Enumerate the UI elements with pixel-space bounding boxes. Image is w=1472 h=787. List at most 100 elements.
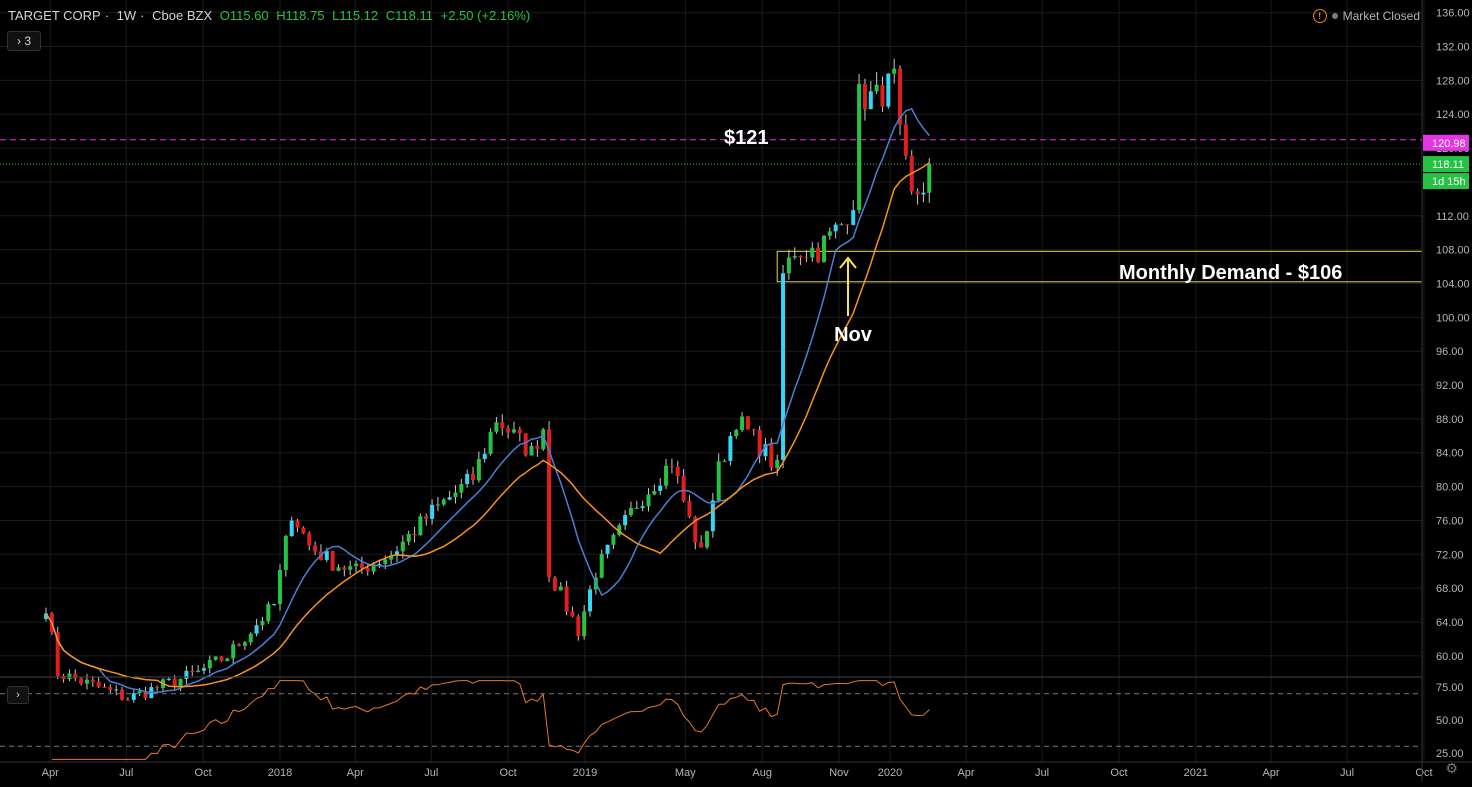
- candle: [892, 58, 897, 84]
- candle-body: [336, 567, 341, 571]
- candle: [634, 500, 639, 509]
- candle-body: [301, 527, 306, 534]
- candle-body: [131, 693, 136, 700]
- candle: [862, 78, 867, 121]
- candle: [248, 632, 253, 646]
- candle-body: [821, 235, 826, 262]
- candle-body: [862, 83, 867, 110]
- candle: [734, 428, 739, 439]
- x-tick-label: Nov: [829, 767, 849, 779]
- candle: [547, 421, 552, 583]
- candle: [763, 437, 768, 461]
- y-tick-label: 108.00: [1436, 245, 1470, 257]
- market-status[interactable]: ! Market Closed: [1312, 9, 1420, 23]
- gear-icon[interactable]: ⚙: [1445, 760, 1458, 776]
- candles: [44, 58, 932, 703]
- candle-body: [219, 656, 224, 662]
- candle-body: [728, 436, 733, 461]
- level-price-badge-bg: [1423, 134, 1469, 151]
- candle-body: [623, 515, 628, 526]
- candle-body: [207, 659, 212, 669]
- candle-body: [447, 497, 452, 500]
- candle: [406, 530, 411, 546]
- candle-body: [354, 563, 359, 567]
- candle: [219, 655, 224, 662]
- candle: [558, 582, 563, 591]
- candle-body: [260, 621, 265, 626]
- candle: [599, 549, 604, 579]
- candle: [342, 565, 347, 577]
- rsi-expand-button[interactable]: ›: [7, 686, 29, 704]
- chevron-right-icon: ›: [16, 689, 20, 701]
- candle-body: [699, 542, 704, 548]
- candle-body: [570, 611, 575, 617]
- candle-body: [400, 541, 405, 552]
- candle-body: [61, 675, 66, 680]
- candle-body: [137, 691, 142, 694]
- candle-body: [242, 642, 247, 646]
- candle-body: [675, 466, 680, 477]
- candle-body: [155, 687, 160, 689]
- candle-body: [371, 564, 376, 572]
- candle-body: [786, 257, 791, 274]
- candle-body: [482, 453, 487, 459]
- candle: [125, 697, 130, 701]
- candle: [786, 249, 791, 280]
- candle-body: [816, 247, 821, 262]
- candle-body: [552, 577, 557, 591]
- candle: [652, 484, 657, 496]
- candle: [529, 442, 534, 456]
- chevron-right-icon: ›: [16, 34, 21, 48]
- candle-body: [903, 124, 908, 156]
- candle: [166, 677, 171, 681]
- candle-body: [453, 492, 458, 498]
- candle-body: [845, 224, 850, 226]
- candle: [868, 81, 873, 110]
- candle: [237, 643, 242, 647]
- candle: [792, 247, 797, 260]
- candle: [430, 499, 435, 525]
- candle-body: [710, 500, 715, 532]
- ohlc-open: O115.60: [219, 8, 269, 23]
- candle: [523, 433, 528, 457]
- candle: [336, 564, 341, 572]
- interval[interactable]: 1W: [116, 8, 137, 23]
- x-tick-label: Apr: [1262, 767, 1279, 779]
- y-tick-label: 80.00: [1436, 482, 1464, 494]
- symbol-header: TARGET CORP · 1W · Cboe BZX O115.60 H118.7…: [8, 8, 531, 23]
- candle-body: [313, 545, 318, 552]
- candle-body: [804, 257, 809, 259]
- y-tick-label: 72.00: [1436, 549, 1464, 561]
- candle: [628, 501, 633, 517]
- x-tick-label: Oct: [1415, 767, 1432, 779]
- candle: [716, 453, 721, 503]
- candle-body: [558, 586, 563, 591]
- candle-body: [775, 459, 780, 468]
- candle-body: [652, 491, 657, 495]
- symbol-name[interactable]: TARGET CORP: [8, 8, 101, 23]
- candle: [201, 663, 206, 675]
- candle-body: [517, 429, 522, 434]
- candle-body: [73, 673, 78, 679]
- candle: [184, 665, 189, 685]
- candle: [108, 684, 113, 694]
- nov-arrow-head: [839, 256, 857, 269]
- indicators-collapse-button[interactable]: › 3: [7, 31, 41, 51]
- candle-body: [915, 191, 920, 195]
- candle: [728, 431, 733, 466]
- candle: [751, 428, 756, 436]
- collapsed-count: 3: [24, 34, 32, 48]
- candle: [459, 478, 464, 499]
- candle: [488, 428, 493, 456]
- candle: [301, 526, 306, 534]
- candle: [84, 673, 89, 690]
- candle-body: [669, 465, 674, 467]
- candle: [722, 459, 727, 462]
- candle: [552, 576, 557, 592]
- candle: [79, 677, 84, 686]
- candle: [260, 616, 265, 631]
- candle-body: [231, 644, 236, 659]
- candle-body: [611, 534, 616, 545]
